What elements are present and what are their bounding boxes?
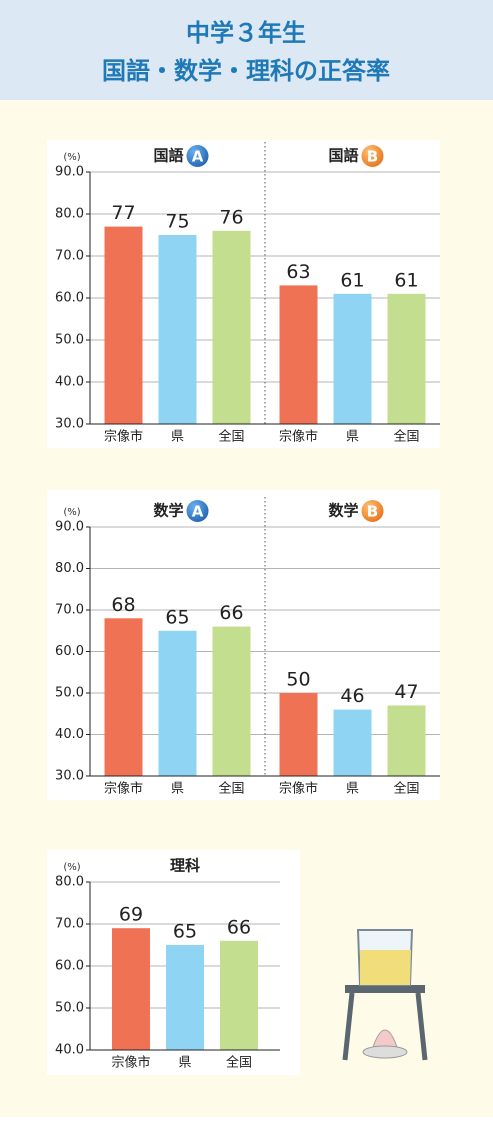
x-tick-label: 宗像市: [111, 1055, 150, 1071]
group-title: 数学: [328, 502, 358, 520]
y-tick-label: 70.0: [55, 249, 84, 264]
bar: [112, 928, 150, 1050]
x-tick-label: 全国: [218, 429, 244, 445]
y-tick-label: 40.0: [55, 1043, 84, 1058]
y-tick-label: 70.0: [55, 603, 84, 618]
badge-letter: A: [192, 148, 204, 166]
value-label: 68: [111, 594, 135, 616]
group-title: 理科: [170, 857, 200, 875]
y-tick-label: 90.0: [55, 520, 84, 535]
value-label: 50: [286, 669, 310, 691]
title: 国語・数学・理科の正答率: [102, 57, 390, 85]
bar: [388, 294, 426, 424]
y-tick-label: 50.0: [55, 686, 84, 701]
y-tick-label: 90.0: [55, 165, 84, 180]
x-tick-label: 宗像市: [279, 429, 318, 445]
x-tick-label: 全国: [226, 1055, 252, 1071]
title: 中学３年生: [186, 19, 306, 47]
value-label: 75: [165, 211, 189, 233]
y-axis-label: (%): [63, 862, 80, 873]
y-tick-label: 70.0: [55, 917, 84, 932]
value-label: 66: [227, 916, 251, 938]
x-tick-label: 全国: [218, 781, 244, 797]
x-tick-label: 宗像市: [279, 781, 318, 797]
y-tick-label: 80.0: [55, 875, 84, 890]
bar: [280, 285, 318, 424]
bar: [334, 710, 372, 776]
value-label: 61: [340, 269, 364, 291]
value-label: 63: [286, 261, 310, 283]
value-label: 65: [173, 921, 197, 943]
x-tick-label: 全国: [393, 781, 419, 797]
group-title: 国語: [153, 147, 183, 165]
x-tick-label: 全国: [393, 429, 419, 445]
value-label: 66: [219, 602, 243, 624]
bar: [159, 235, 197, 424]
group-title: 国語: [328, 147, 358, 165]
y-tick-label: 60.0: [55, 291, 84, 306]
x-tick-label: 県: [171, 782, 184, 797]
badge-letter: A: [192, 503, 204, 521]
x-tick-label: 県: [178, 1056, 191, 1071]
bar: [334, 294, 372, 424]
y-tick-label: 40.0: [55, 727, 84, 742]
y-tick-label: 80.0: [55, 207, 84, 222]
badge-letter: B: [367, 148, 378, 166]
y-axis-label: (%): [63, 152, 80, 163]
x-tick-label: 宗像市: [104, 781, 143, 797]
value-label: 69: [119, 904, 143, 926]
y-tick-label: 30.0: [55, 769, 84, 784]
y-tick-label: 80.0: [55, 561, 84, 576]
y-tick-label: 30.0: [55, 417, 84, 432]
badge-letter: B: [367, 503, 378, 521]
y-tick-label: 40.0: [55, 375, 84, 390]
value-label: 47: [394, 681, 418, 703]
bar: [105, 227, 143, 424]
y-tick-label: 50.0: [55, 333, 84, 348]
bar: [105, 618, 143, 776]
bar: [280, 693, 318, 776]
value-label: 61: [394, 269, 418, 291]
value-label: 65: [165, 606, 189, 628]
y-tick-label: 60.0: [55, 959, 84, 974]
x-tick-label: 県: [171, 430, 184, 445]
page: 中学３年生 国語・数学・理科の正答率 30.0 40.0 50.0 60.0 70.0 8…: [0, 0, 493, 1117]
value-label: 77: [111, 202, 135, 224]
y-axis-label: (%): [63, 507, 80, 518]
x-tick-label: 県: [346, 782, 359, 797]
y-tick-label: 60.0: [55, 644, 84, 659]
group-title: 数学: [153, 502, 183, 520]
bar: [213, 231, 251, 424]
bar: [213, 627, 251, 776]
bar: [388, 705, 426, 776]
x-tick-label: 宗像市: [104, 429, 143, 445]
value-label: 46: [340, 685, 364, 707]
x-tick-label: 県: [346, 430, 359, 445]
bar: [166, 945, 204, 1050]
value-label: 76: [219, 206, 243, 228]
y-tick-label: 50.0: [55, 1001, 84, 1016]
header-band: [0, 0, 493, 100]
bar: [220, 941, 258, 1050]
bar: [159, 631, 197, 776]
